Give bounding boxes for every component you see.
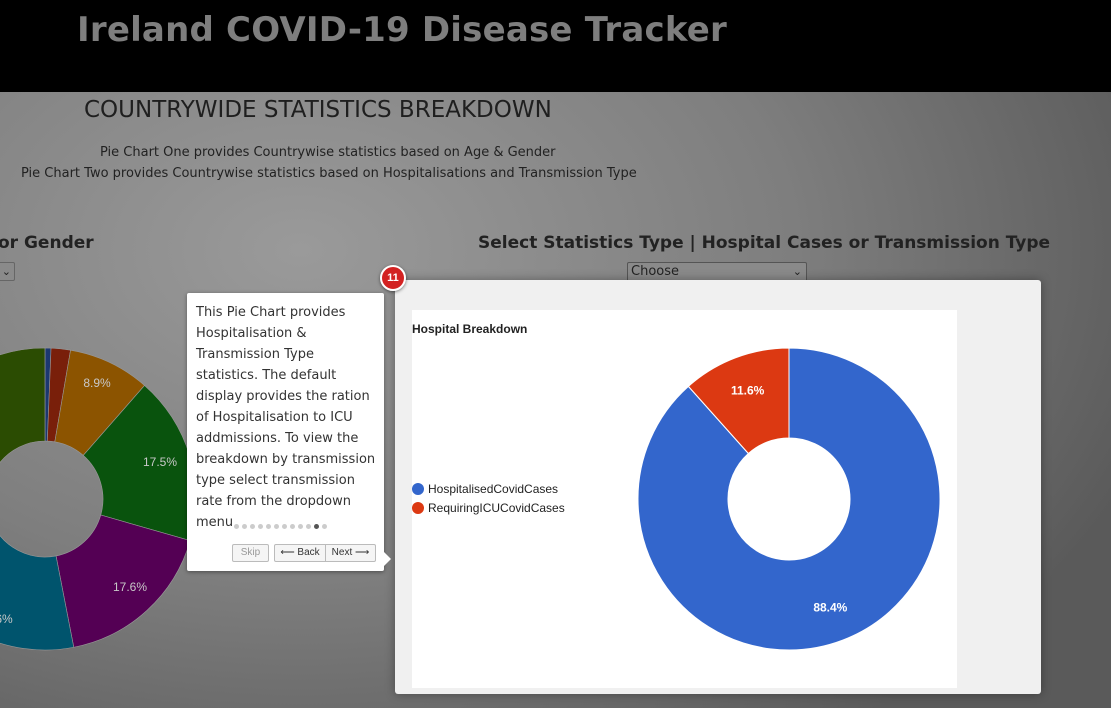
pie-slice xyxy=(55,514,191,648)
tour-step-dot[interactable] xyxy=(314,524,319,529)
tour-tooltip-text: This Pie Chart provides Hospitalisation … xyxy=(196,305,376,530)
legend-label: HospitalisedCovidCases xyxy=(428,482,559,496)
statistics-type-select[interactable]: Choose ⌄ xyxy=(627,262,807,282)
slice-label: 8.9% xyxy=(83,376,111,390)
slice-label: 17.5% xyxy=(143,455,177,469)
tour-step-dot[interactable] xyxy=(234,524,239,529)
tour-progress-dots xyxy=(234,524,327,530)
tour-step-dot[interactable] xyxy=(282,524,287,529)
tour-step-dot[interactable] xyxy=(274,524,279,529)
slice-label: 6% xyxy=(0,612,13,626)
tour-step-dot[interactable] xyxy=(258,524,263,529)
slice-label: 88.4% xyxy=(813,600,847,614)
top-bar: Ireland COVID-19 Disease Tracker xyxy=(0,0,1111,92)
slice-label: 17.6% xyxy=(113,580,147,594)
chevron-down-icon: ⌄ xyxy=(792,265,802,278)
back-button[interactable]: ⟵ Back xyxy=(274,544,326,562)
legend-swatch xyxy=(412,502,424,514)
next-button[interactable]: Next ⟶ xyxy=(325,544,376,562)
slice-label: 11.6% xyxy=(731,384,765,398)
tour-step-dot[interactable] xyxy=(242,524,247,529)
pie-slice xyxy=(0,347,46,464)
age-gender-select[interactable]: ⌄ xyxy=(0,262,15,281)
section-description-line-1: Pie Chart One provides Countrywise stati… xyxy=(100,145,556,160)
skip-button[interactable]: Skip xyxy=(232,544,269,562)
tour-step-dot[interactable] xyxy=(290,524,295,529)
tooltip-arrow xyxy=(384,552,391,566)
statistics-type-heading: Select Statistics Type | Hospital Cases … xyxy=(478,233,1051,253)
tour-step-dot[interactable] xyxy=(298,524,303,529)
legend-label: RequiringICUCovidCases xyxy=(428,501,565,515)
statistics-type-select-value: Choose xyxy=(631,264,679,279)
donut-slice[interactable] xyxy=(637,347,941,651)
donut-slice[interactable] xyxy=(687,347,790,455)
hospital-donut-chart: 88.4% 11.6% xyxy=(637,347,941,651)
legend-item[interactable]: HospitalisedCovidCases xyxy=(412,482,558,496)
legend-swatch xyxy=(412,483,424,495)
tour-step-dot[interactable] xyxy=(306,524,311,529)
chart-title: Hospital Breakdown xyxy=(412,322,528,336)
tour-step-dot[interactable] xyxy=(266,524,271,529)
site-title: Ireland COVID-19 Disease Tracker xyxy=(77,10,727,50)
age-gender-heading: or Gender xyxy=(0,233,94,253)
hospital-breakdown-chart: 88.4% 11.6% Hospital Breakdown Hospitalis… xyxy=(412,310,957,688)
section-description-line-2: Pie Chart Two provides Countrywise stati… xyxy=(21,166,637,181)
tour-step-dot[interactable] xyxy=(322,524,327,529)
pie-slice xyxy=(0,534,75,651)
legend-item[interactable]: RequiringICUCovidCases xyxy=(412,501,565,515)
age-gender-pie-chart: 8.9% 17.5% 17.6% 6% xyxy=(0,347,197,651)
tour-tooltip: This Pie Chart provides Hospitalisation … xyxy=(187,293,384,571)
tour-step-dot[interactable] xyxy=(250,524,255,529)
chevron-down-icon: ⌄ xyxy=(1,265,11,278)
tour-step-badge: 11 xyxy=(380,265,406,291)
section-heading: COUNTRYWIDE STATISTICS BREAKDOWN xyxy=(84,97,552,123)
